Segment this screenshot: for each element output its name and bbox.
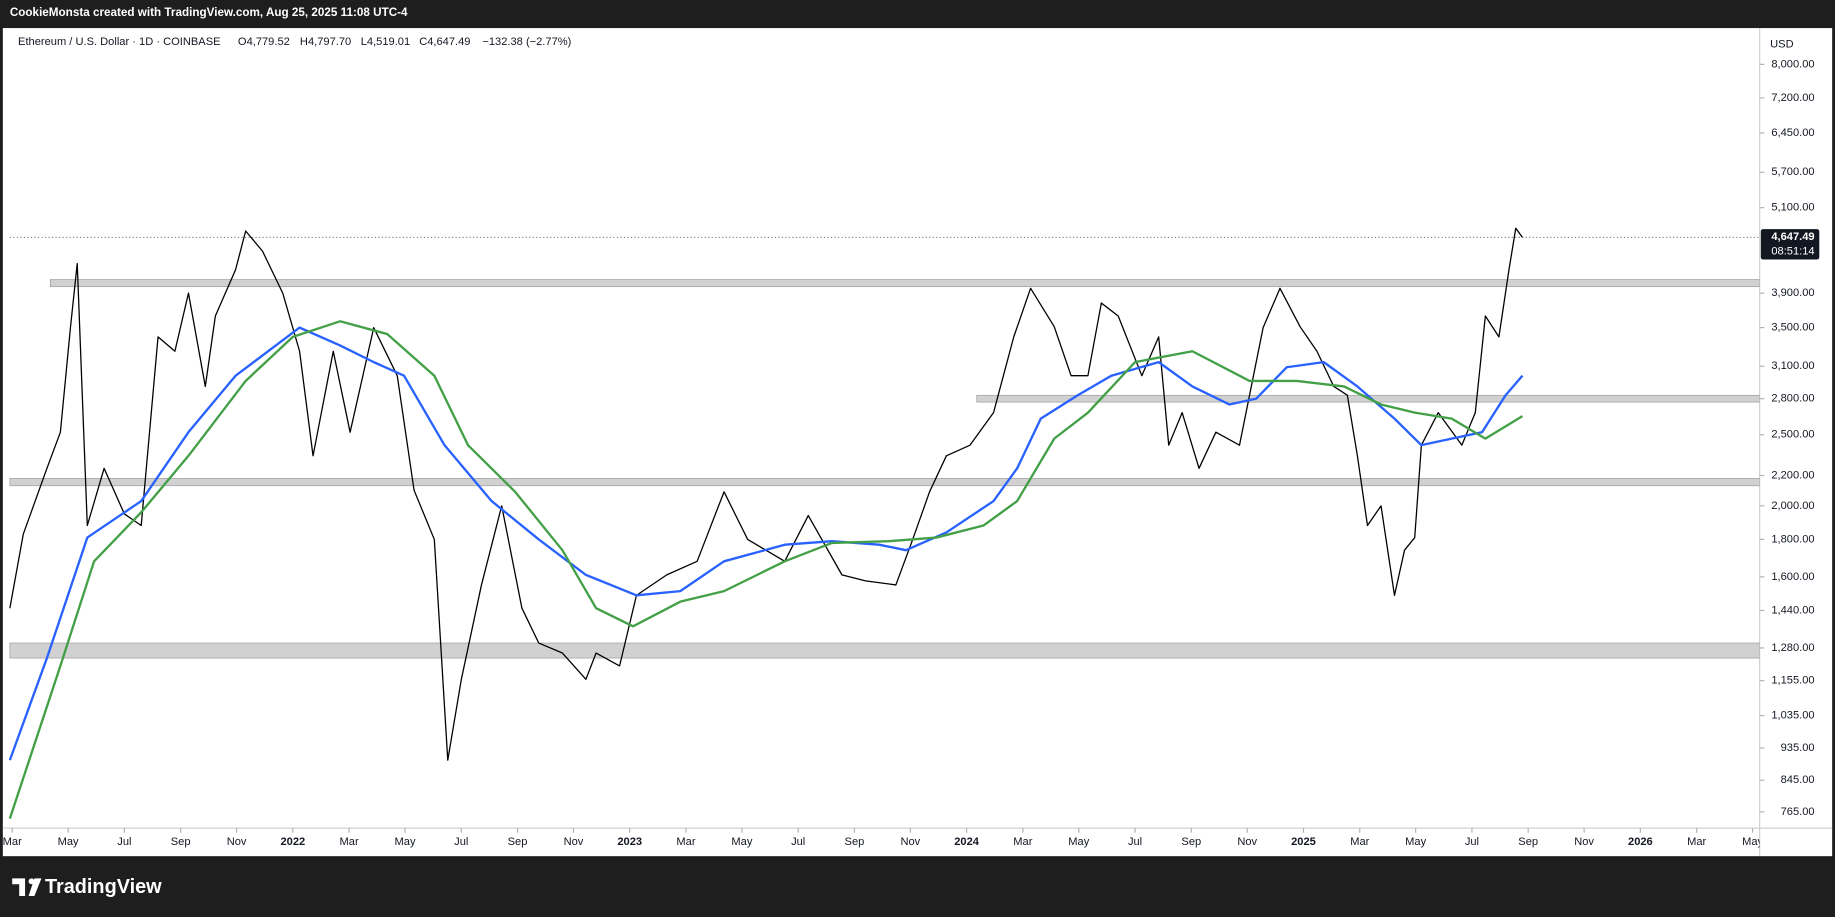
y-tick-label: 765.00 xyxy=(1781,806,1815,818)
y-tick-label: 1,155.00 xyxy=(1771,675,1814,687)
x-tick-label: Sep xyxy=(1518,836,1538,848)
series-line xyxy=(8,326,1524,761)
y-tick-label: 845.00 xyxy=(1781,774,1815,786)
ohlc-high: H4,797.70 xyxy=(300,36,351,48)
symbol-title: Ethereum / U.S. Dollar · 1D · COINBASE xyxy=(18,36,221,48)
x-tick-label: Mar xyxy=(3,836,22,848)
x-tick-label: May xyxy=(1742,836,1763,848)
ohlc-close: C4,647.49 xyxy=(419,36,470,48)
y-tick-label: 7,200.00 xyxy=(1771,92,1814,104)
logo-icon xyxy=(12,878,42,896)
x-tick-label: May xyxy=(1405,836,1426,848)
x-tick-label: Nov xyxy=(1574,836,1594,848)
time-axis: Mar May Jul Sep Nov 2022 Mar May Jul Sep Nov 2023 Ma… xyxy=(3,828,1763,848)
y-tick-label: 8,000.00 xyxy=(1771,58,1814,70)
x-tick-label: Mar xyxy=(676,836,695,848)
last-price-label: 4,647.49 xyxy=(1771,231,1814,243)
support-zone xyxy=(9,478,1760,487)
x-tick-label: May xyxy=(395,836,416,848)
ohlc-low: L4,519.01 xyxy=(361,36,410,48)
countdown: 08:51:14 xyxy=(1771,245,1814,257)
x-tick-label: Nov xyxy=(564,836,584,848)
brand: TradingView xyxy=(45,876,162,898)
y-tick-label: 3,100.00 xyxy=(1771,360,1814,372)
x-tick-label: Jul xyxy=(1465,836,1479,848)
x-tick-label: Sep xyxy=(1181,836,1201,848)
x-tick-label: Sep xyxy=(508,836,528,848)
y-tick-label: 5,700.00 xyxy=(1771,166,1814,178)
y-tick-label: 1,035.00 xyxy=(1771,710,1814,722)
y-tick-label: 1,800.00 xyxy=(1771,533,1814,545)
plot-area xyxy=(8,227,1760,820)
last-price-box xyxy=(1760,229,1820,260)
y-tick-label: 2,500.00 xyxy=(1771,429,1814,441)
series-line xyxy=(8,320,1524,820)
series-line xyxy=(9,227,1523,761)
y-tick-label: 1,280.00 xyxy=(1771,642,1814,654)
ohlc-open: O4,779.52 xyxy=(238,36,290,48)
x-tick-label: 2022 xyxy=(280,836,305,848)
x-tick-label: Nov xyxy=(1237,836,1257,848)
y-tick-label: 935.00 xyxy=(1781,742,1815,754)
x-tick-label: Nov xyxy=(900,836,920,848)
x-tick-label: Mar xyxy=(340,836,359,848)
x-tick-label: Jul xyxy=(1128,836,1142,848)
x-tick-label: Sep xyxy=(171,836,191,848)
currency: USD xyxy=(1770,38,1793,50)
x-tick-label: Jul xyxy=(117,836,131,848)
x-tick-label: Mar xyxy=(1350,836,1369,848)
logo-dot xyxy=(28,878,35,885)
y-tick-label: 2,200.00 xyxy=(1771,469,1814,481)
y-tick-label: 1,600.00 xyxy=(1771,571,1814,583)
x-tick-label: 2024 xyxy=(954,836,980,848)
y-tick-label: 2,800.00 xyxy=(1771,393,1814,405)
x-tick-label: 2026 xyxy=(1628,836,1653,848)
y-tick-label: 3,500.00 xyxy=(1771,322,1814,334)
x-tick-label: May xyxy=(731,836,752,848)
support-zone xyxy=(49,279,1760,288)
x-tick-label: Mar xyxy=(1687,836,1706,848)
x-tick-label: Mar xyxy=(1013,836,1032,848)
x-tick-label: 2025 xyxy=(1291,836,1316,848)
x-tick-label: May xyxy=(1068,836,1089,848)
y-tick-label: 2,000.00 xyxy=(1771,500,1814,512)
x-tick-label: Jul xyxy=(791,836,805,848)
y-tick-label: 3,900.00 xyxy=(1771,287,1814,299)
y-tick-label: 6,450.00 xyxy=(1771,127,1814,139)
ohlc-change: −132.38 (−2.77%) xyxy=(482,36,571,48)
x-tick-label: May xyxy=(58,836,79,848)
x-tick-label: 2023 xyxy=(617,836,642,848)
x-tick-label: Nov xyxy=(227,836,247,848)
x-tick-label: Sep xyxy=(845,836,865,848)
brand-logo: TradingView xyxy=(12,876,162,898)
x-tick-label: Jul xyxy=(454,836,468,848)
y-tick-label: 1,440.00 xyxy=(1771,604,1814,616)
chart-panel xyxy=(2,28,1833,857)
y-tick-label: 5,100.00 xyxy=(1771,202,1814,214)
price-axis: 765.00 845.00 935.00 1,035.00 1,155.00 1,280.… xyxy=(1759,58,1820,818)
attribution: CookieMonsta created with TradingView.co… xyxy=(10,6,408,19)
support-zone xyxy=(9,642,1760,659)
